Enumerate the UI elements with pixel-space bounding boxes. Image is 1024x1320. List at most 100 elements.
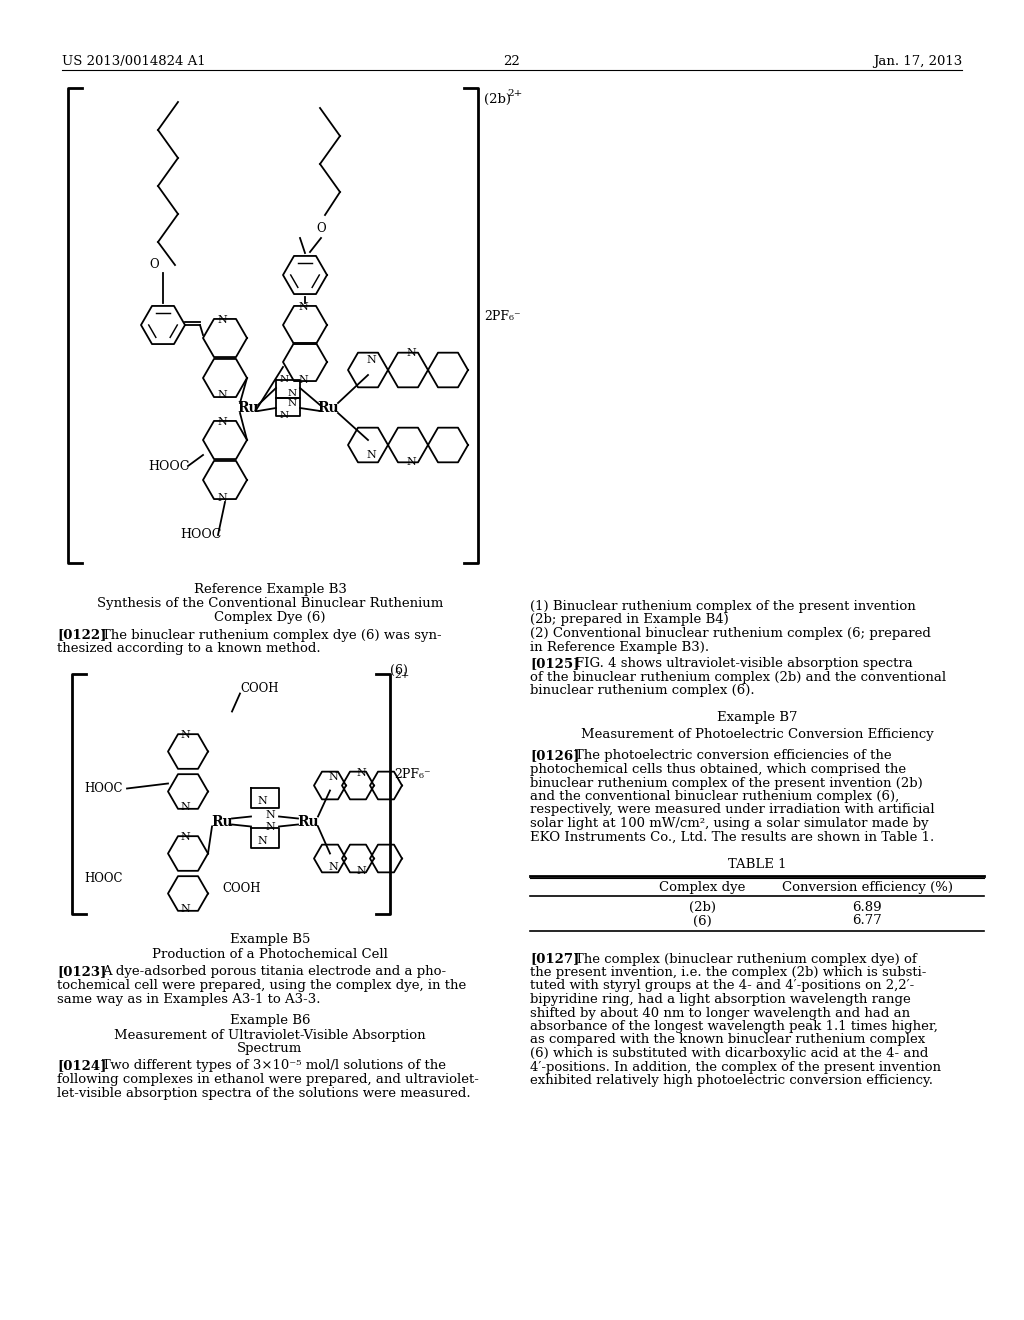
Text: Production of a Photochemical Cell: Production of a Photochemical Cell (152, 948, 388, 961)
Text: (2b): (2b) (484, 92, 511, 106)
Text: photochemical cells thus obtained, which comprised the: photochemical cells thus obtained, which… (530, 763, 906, 776)
Text: N: N (328, 772, 338, 783)
Text: Jan. 17, 2013: Jan. 17, 2013 (872, 55, 962, 69)
Text: N: N (407, 457, 416, 467)
Text: Measurement of Ultraviolet-Visible Absorption: Measurement of Ultraviolet-Visible Absor… (115, 1028, 426, 1041)
Text: 4′-positions. In addition, the complex of the present invention: 4′-positions. In addition, the complex o… (530, 1060, 941, 1073)
Text: Measurement of Photoelectric Conversion Efficiency: Measurement of Photoelectric Conversion … (581, 729, 933, 741)
Text: Ru: Ru (238, 401, 259, 414)
Text: Ru: Ru (211, 814, 232, 829)
Text: bipyridine ring, had a light absorption wavelength range: bipyridine ring, had a light absorption … (530, 993, 910, 1006)
Text: exhibited relatively high photoelectric conversion efficiency.: exhibited relatively high photoelectric … (530, 1074, 933, 1086)
Text: N: N (407, 348, 416, 358)
Text: solar light at 100 mW/cm², using a solar simulator made by: solar light at 100 mW/cm², using a solar… (530, 817, 929, 830)
Text: (2b): (2b) (688, 902, 716, 913)
Text: The binuclear ruthenium complex dye (6) was syn-: The binuclear ruthenium complex dye (6) … (102, 628, 441, 642)
Text: [0124]: [0124] (57, 1060, 106, 1072)
Text: tochemical cell were prepared, using the complex dye, in the: tochemical cell were prepared, using the… (57, 979, 466, 993)
Text: (6): (6) (390, 664, 408, 676)
Text: N: N (288, 388, 297, 397)
Text: HOOC: HOOC (84, 873, 123, 884)
Text: 6.77: 6.77 (852, 915, 882, 928)
Text: Ru: Ru (317, 401, 339, 414)
Text: (2b; prepared in Example B4): (2b; prepared in Example B4) (530, 614, 729, 627)
Text: 6.89: 6.89 (852, 902, 882, 913)
Text: absorbance of the longest wavelength peak 1.1 times higher,: absorbance of the longest wavelength pea… (530, 1020, 938, 1034)
Text: N: N (217, 417, 227, 426)
Text: [0125]: [0125] (530, 657, 580, 671)
Text: N: N (356, 866, 366, 876)
Text: binuclear ruthenium complex of the present invention (2b): binuclear ruthenium complex of the prese… (530, 776, 923, 789)
Text: N: N (356, 767, 366, 777)
Text: let-visible absorption spectra of the solutions were measured.: let-visible absorption spectra of the so… (57, 1086, 471, 1100)
Text: A dye-adsorbed porous titania electrode and a pho-: A dye-adsorbed porous titania electrode … (102, 965, 446, 978)
Text: N: N (217, 492, 227, 503)
Text: [0126]: [0126] (530, 750, 580, 763)
Text: N: N (367, 450, 376, 459)
Text: EKO Instruments Co., Ltd. The results are shown in Table 1.: EKO Instruments Co., Ltd. The results ar… (530, 830, 934, 843)
Text: (6) which is substituted with dicarboxylic acid at the 4- and: (6) which is substituted with dicarboxyl… (530, 1047, 929, 1060)
Text: Example B7: Example B7 (717, 711, 798, 725)
Text: the present invention, i.e. the complex (2b) which is substi-: the present invention, i.e. the complex … (530, 966, 927, 979)
Text: Ru: Ru (297, 814, 318, 829)
Text: respectively, were measured under irradiation with artificial: respectively, were measured under irradi… (530, 804, 935, 817)
Text: same way as in Examples A3-1 to A3-3.: same way as in Examples A3-1 to A3-3. (57, 993, 321, 1006)
Text: thesized according to a known method.: thesized according to a known method. (57, 642, 321, 655)
Text: 2+: 2+ (507, 88, 522, 98)
Text: N: N (180, 803, 189, 813)
Text: TABLE 1: TABLE 1 (728, 858, 786, 871)
Text: shifted by about 40 nm to longer wavelength and had an: shifted by about 40 nm to longer wavelen… (530, 1006, 910, 1019)
Text: Complex Dye (6): Complex Dye (6) (214, 611, 326, 624)
Text: Conversion efficiency (%): Conversion efficiency (%) (781, 880, 952, 894)
Text: Spectrum: Spectrum (238, 1041, 303, 1055)
Text: Example B5: Example B5 (229, 933, 310, 946)
Text: N: N (280, 412, 289, 421)
Text: N: N (298, 302, 308, 312)
Text: 2+: 2+ (394, 672, 410, 681)
Text: US 2013/0014824 A1: US 2013/0014824 A1 (62, 55, 206, 69)
Text: Example B6: Example B6 (229, 1014, 310, 1027)
Text: (1) Binuclear ruthenium complex of the present invention: (1) Binuclear ruthenium complex of the p… (530, 601, 915, 612)
Text: O: O (316, 222, 326, 235)
Text: tuted with styryl groups at the 4- and 4′-positions on 2,2′-: tuted with styryl groups at the 4- and 4… (530, 979, 914, 993)
Text: N: N (217, 315, 227, 325)
Text: [0122]: [0122] (57, 628, 106, 642)
Text: as compared with the known binuclear ruthenium complex: as compared with the known binuclear rut… (530, 1034, 926, 1047)
Text: N: N (265, 810, 274, 821)
Text: HOOC: HOOC (180, 528, 221, 541)
Text: 2PF₆⁻: 2PF₆⁻ (394, 768, 431, 781)
Text: in Reference Example B3).: in Reference Example B3). (530, 640, 710, 653)
Text: N: N (288, 399, 297, 408)
Text: COOH: COOH (240, 681, 279, 694)
Text: and the conventional binuclear ruthenium complex (6),: and the conventional binuclear ruthenium… (530, 789, 899, 803)
Text: N: N (257, 837, 267, 846)
Text: [0123]: [0123] (57, 965, 106, 978)
Text: N: N (180, 904, 189, 915)
Text: of the binuclear ruthenium complex (2b) and the conventional: of the binuclear ruthenium complex (2b) … (530, 671, 946, 684)
Text: HOOC: HOOC (84, 781, 123, 795)
Text: COOH: COOH (222, 882, 260, 895)
Text: Complex dye: Complex dye (658, 880, 745, 894)
Text: following complexes in ethanol were prepared, and ultraviolet-: following complexes in ethanol were prep… (57, 1073, 479, 1086)
Text: Two different types of 3×10⁻⁵ mol/l solutions of the: Two different types of 3×10⁻⁵ mol/l solu… (102, 1060, 446, 1072)
Text: binuclear ruthenium complex (6).: binuclear ruthenium complex (6). (530, 684, 755, 697)
Text: N: N (180, 833, 189, 842)
Text: N: N (265, 822, 274, 833)
Text: Synthesis of the Conventional Binuclear Ruthenium: Synthesis of the Conventional Binuclear … (97, 598, 443, 610)
Text: The photoelectric conversion efficiencies of the: The photoelectric conversion efficiencie… (575, 750, 892, 763)
Text: (6): (6) (692, 915, 712, 928)
Text: [0127]: [0127] (530, 953, 580, 965)
Text: The complex (binuclear ruthenium complex dye) of: The complex (binuclear ruthenium complex… (575, 953, 916, 965)
Text: N: N (257, 796, 267, 807)
Text: N: N (280, 375, 289, 384)
Text: N: N (298, 375, 308, 385)
Text: N: N (217, 389, 227, 400)
Text: N: N (328, 862, 338, 871)
Text: N: N (180, 730, 189, 741)
Text: O: O (150, 259, 159, 272)
Text: 22: 22 (504, 55, 520, 69)
Text: N: N (367, 355, 376, 366)
Text: (2) Conventional binuclear ruthenium complex (6; prepared: (2) Conventional binuclear ruthenium com… (530, 627, 931, 640)
Text: Reference Example B3: Reference Example B3 (194, 583, 346, 597)
Text: FIG. 4 shows ultraviolet-visible absorption spectra: FIG. 4 shows ultraviolet-visible absorpt… (575, 657, 912, 671)
